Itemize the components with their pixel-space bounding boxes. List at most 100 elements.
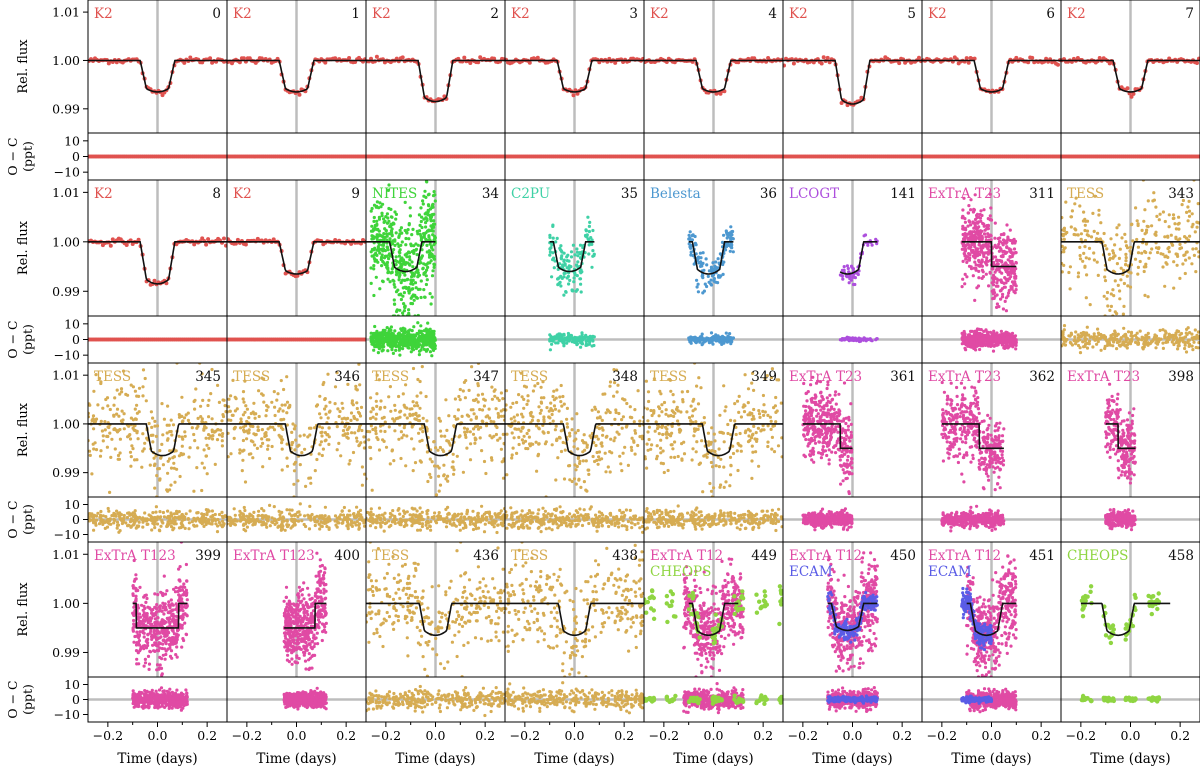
residual-point [1129,330,1134,334]
data-point [1187,199,1191,203]
data-point [551,251,555,255]
data-point [112,403,116,407]
residual-point [1014,343,1018,347]
residual-point [856,338,860,342]
data-point [394,290,399,294]
data-point [963,235,967,239]
residual-plot [1061,324,1200,355]
residual-point [977,337,981,341]
data-point [1177,227,1181,231]
data-point [372,219,376,223]
data-point [1136,251,1141,255]
residual-point [975,334,979,338]
residual-point [224,154,227,159]
data-point [562,271,566,276]
data-point [224,410,227,414]
epoch-label: 7 [1185,6,1194,22]
data-point [555,236,559,240]
panel-311: ExTrA T23 311 [921,179,1062,364]
residual-point [400,328,404,333]
data-point [393,210,397,214]
data-point [377,233,381,237]
data-point [575,91,580,96]
data-point [400,55,405,60]
data-point [1134,206,1138,210]
data-point [372,257,376,261]
data-point [243,242,248,247]
data-point [161,433,165,437]
panel-5: K2 5 [782,0,923,181]
data-point [1171,216,1175,221]
data-point [984,242,988,246]
residual-point [419,324,423,328]
data-point [569,255,574,259]
residual-point [1131,334,1135,338]
data-point [369,266,373,270]
data-point [394,231,398,235]
data-point [999,288,1003,293]
data-point [975,286,979,290]
data-point [94,448,99,452]
data-point [1124,263,1128,267]
data-point [421,202,425,206]
residual-point [583,334,588,338]
data-point [701,291,705,295]
data-point [1131,91,1136,96]
data-point [143,376,147,381]
data-point [557,276,561,280]
residual-point [587,339,591,343]
data-point [1190,262,1194,266]
data-point [120,409,124,413]
data-point [981,251,985,255]
data-point [548,247,552,251]
epoch-label: 141 [890,186,916,202]
data-point [390,270,394,274]
data-point [371,229,375,233]
data-point [961,277,965,281]
residual-point [1136,342,1140,346]
residual-plot [1061,154,1200,159]
flux-plot [227,0,366,133]
residual-point [386,349,390,353]
data-point [971,220,975,224]
data-point [426,261,430,265]
data-point [996,284,1000,288]
data-point [383,235,387,239]
data-point [177,434,181,438]
data-point [709,278,713,282]
data-point [433,222,437,226]
data-point [1179,246,1184,250]
data-point [398,308,402,312]
data-point [382,232,386,236]
data-point [711,269,715,273]
residual-point [1058,154,1061,159]
data-point [994,268,999,272]
data-point [1196,202,1200,206]
data-point [841,277,845,281]
data-point [1122,304,1126,308]
data-point [373,253,377,257]
data-point [113,396,117,400]
epoch-label: 311 [1029,186,1055,202]
residual-point [1118,344,1122,348]
residual-point [381,348,385,352]
data-point [1197,255,1200,259]
data-point [414,270,418,274]
residual-point [580,331,584,335]
data-point [1008,255,1012,259]
data-point [91,414,96,418]
residual-point [698,336,703,340]
data-point [983,228,987,232]
data-point [468,61,473,65]
epoch-label: 6 [1046,6,1055,22]
data-point [998,240,1003,244]
residual-point [1076,343,1081,348]
data-point [92,389,96,393]
data-point [973,193,977,197]
data-point [966,224,970,228]
data-point [403,200,407,204]
data-point [408,206,412,210]
data-point [1135,237,1139,242]
data-point [385,232,389,236]
data-point [1095,260,1099,264]
